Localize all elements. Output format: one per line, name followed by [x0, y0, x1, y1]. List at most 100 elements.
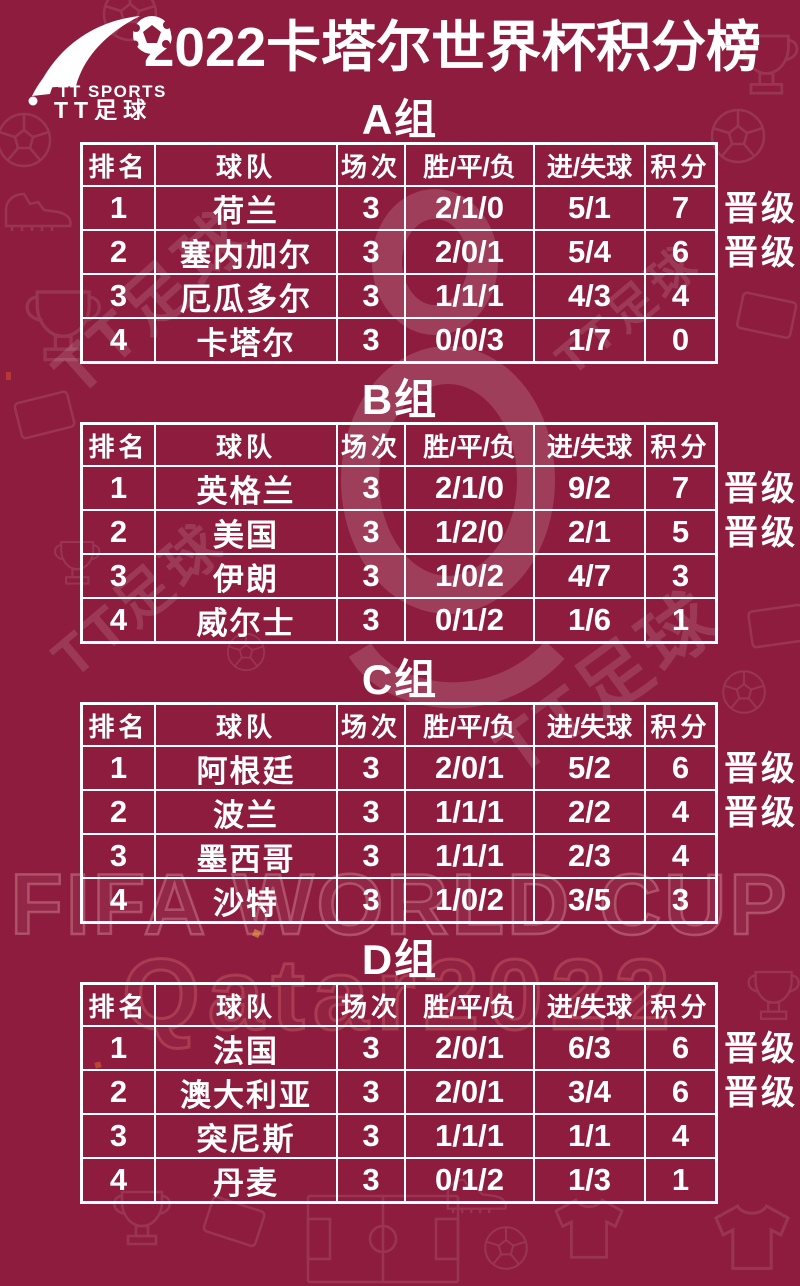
wdl-header: 胜/平/负 [406, 985, 535, 1027]
rank-cell: 4 [83, 1159, 156, 1201]
rank-cell: 2 [83, 231, 156, 275]
points-header: 积分 [646, 145, 715, 187]
rank-cell: 1 [83, 467, 156, 511]
wdl-cell: 1/0/2 [406, 555, 535, 599]
promoted-badge: 晋级 [724, 1030, 798, 1068]
wdl-cell: 2/0/1 [406, 231, 535, 275]
promoted-badge: 晋级 [724, 750, 798, 788]
points-cell: 3 [671, 882, 690, 917]
played-header: 场次 [338, 985, 406, 1027]
points-cell: 4 [646, 275, 715, 319]
wdl-cell: 1/1/1 [406, 1115, 535, 1159]
points-cell: 1 [671, 1162, 690, 1197]
played-cell: 3 [338, 231, 406, 275]
played-header: 场次 [338, 425, 406, 467]
wdl-cell: 1/1/1 [406, 835, 535, 879]
points-cell: 0 [671, 322, 690, 357]
goals-cell: 3/4 [535, 1071, 646, 1115]
points-header: 积分 [646, 985, 715, 1027]
played-cell: 3 [338, 747, 406, 791]
goals-cell: 2/2 [535, 791, 646, 835]
rank-cell: 4 [83, 319, 156, 361]
wdl-cell: 2/0/1 [406, 1027, 535, 1071]
played-cell: 3 [338, 511, 406, 555]
rank-cell: 3 [83, 835, 156, 879]
group-c-title: C组 [361, 656, 439, 703]
logo-brand-cn: TT足球 [54, 97, 152, 120]
jersey-icon [554, 1198, 624, 1259]
wdl-header: 胜/平/负 [406, 145, 535, 187]
team-cell: 卡塔尔 [156, 319, 338, 361]
group-a-section: A组 排名 球队 场次 胜/平/负 进/失球 积分 1 荷兰 3 2/1/0 5… [0, 98, 800, 364]
wdl-cell: 1/2/0 [406, 511, 535, 555]
played-cell: 3 [338, 599, 406, 641]
wdl-cell: 2/0/1 [406, 747, 535, 791]
team-header: 球队 [156, 985, 338, 1027]
points-cell: 7 [646, 467, 715, 511]
group-b-table: 排名 球队 场次 胜/平/负 进/失球 积分 1 英格兰 3 2/1/0 9/2… [80, 422, 795, 644]
wdl-cell: 0/1/2 [406, 1159, 535, 1201]
team-cell: 墨西哥 [156, 835, 338, 879]
played-cell: 3 [338, 555, 406, 599]
played-header: 场次 [338, 145, 406, 187]
goals-cell: 1/7 [535, 319, 646, 361]
goals-cell: 2/1 [535, 511, 646, 555]
points-header: 积分 [646, 425, 715, 467]
played-cell: 3 [338, 187, 406, 231]
group-a-title: A组 [361, 96, 439, 143]
promoted-badge: 晋级 [724, 514, 798, 552]
page-title: 2022卡塔尔世界杯积分榜 [143, 16, 762, 78]
rank-cell: 1 [83, 1027, 156, 1071]
points-cell: 6 [646, 747, 715, 791]
group-d-table: 排名 球队 场次 胜/平/负 进/失球 积分 1 法国 3 2/0/1 6/3 … [80, 982, 795, 1204]
promoted-badge: 晋级 [724, 190, 798, 228]
played-cell: 3 [338, 1027, 406, 1071]
played-cell: 3 [338, 1159, 406, 1201]
goals-cell: 1/6 [535, 599, 646, 641]
group-c-section: C组 排名 球队 场次 胜/平/负 进/失球 积分 1 阿根廷 3 2/0/1 … [0, 658, 800, 924]
jersey-icon [714, 1204, 790, 1270]
rank-cell: 4 [83, 599, 156, 641]
played-cell: 3 [338, 319, 406, 361]
rank-header: 排名 [83, 425, 156, 467]
rank-cell: 4 [83, 879, 156, 921]
rank-cell: 1 [83, 747, 156, 791]
promoted-badge: 晋级 [724, 1074, 798, 1112]
rank-header: 排名 [83, 145, 156, 187]
goals-cell: 4/7 [535, 555, 646, 599]
goals-cell: 2/3 [535, 835, 646, 879]
wdl-cell: 1/1/1 [406, 791, 535, 835]
team-header: 球队 [156, 705, 338, 747]
points-header: 积分 [646, 705, 715, 747]
goals-cell: 5/2 [535, 747, 646, 791]
team-cell: 英格兰 [156, 467, 338, 511]
tt-sports-logo: TT SPORTS TT足球 [28, 16, 171, 120]
goals-cell: 9/2 [535, 467, 646, 511]
played-cell: 3 [338, 1071, 406, 1115]
wdl-cell: 0/1/2 [406, 599, 535, 641]
goals-header: 进/失球 [535, 985, 646, 1027]
points-cell: 4 [646, 835, 715, 879]
group-b-section: B组 排名 球队 场次 胜/平/负 进/失球 积分 1 英格兰 3 2/1/0 … [0, 378, 800, 644]
goals-header: 进/失球 [535, 145, 646, 187]
promoted-badge: 晋级 [724, 794, 798, 832]
rank-cell: 1 [83, 187, 156, 231]
team-cell: 厄瓜多尔 [156, 275, 338, 319]
played-cell: 3 [338, 1115, 406, 1159]
played-cell: 3 [338, 467, 406, 511]
rank-cell: 2 [83, 511, 156, 555]
group-c-table: 排名 球队 场次 胜/平/负 进/失球 积分 1 阿根廷 3 2/0/1 5/2… [80, 702, 795, 924]
goals-cell: 1/1 [535, 1115, 646, 1159]
points-cell: 3 [646, 555, 715, 599]
rank-header: 排名 [83, 705, 156, 747]
team-cell: 荷兰 [156, 187, 338, 231]
promoted-badge: 晋级 [724, 234, 798, 272]
team-header: 球队 [156, 145, 338, 187]
goals-cell: 5/4 [535, 231, 646, 275]
football-icon [484, 1226, 528, 1270]
team-cell: 沙特 [156, 879, 338, 921]
wdl-cell: 0/0/3 [406, 319, 535, 361]
points-cell: 7 [646, 187, 715, 231]
team-cell: 伊朗 [156, 555, 338, 599]
rank-header: 排名 [83, 985, 156, 1027]
